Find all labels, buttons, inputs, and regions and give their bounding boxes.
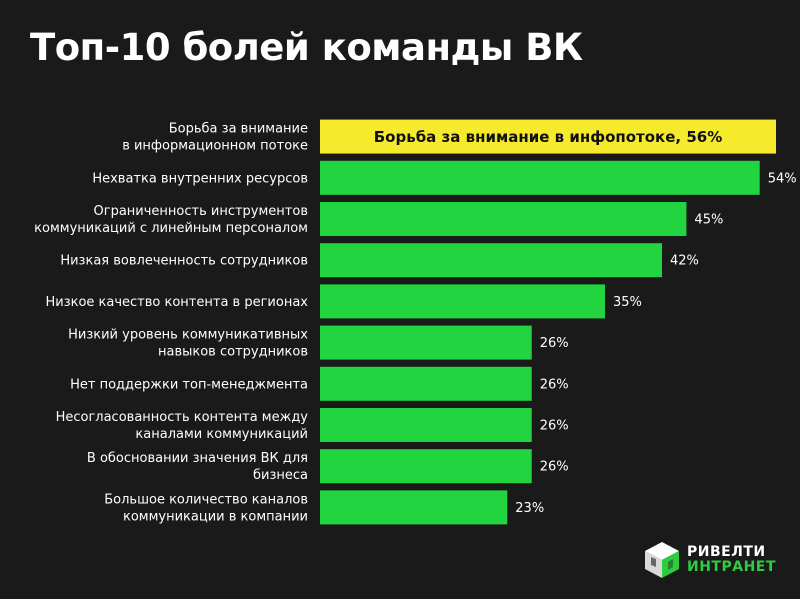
cube-logo-icon bbox=[645, 542, 679, 578]
bar-10 bbox=[320, 490, 508, 525]
brand-logo: РИВЕЛТИ ИНТРАНЕТ bbox=[643, 540, 776, 580]
bar-9 bbox=[320, 449, 532, 484]
category-label-10: Большое количество каналов коммуникации в… bbox=[104, 492, 308, 524]
category-label-2: Нехватка внутренних ресурсов bbox=[92, 171, 308, 186]
data-label-7: 26% bbox=[540, 377, 569, 392]
bar-3 bbox=[320, 202, 687, 236]
bar-6 bbox=[320, 325, 532, 360]
category-label-1: Борьба за внимание в информационном поток… bbox=[122, 122, 308, 154]
category-label-8: Несогласованность контента между каналами… bbox=[56, 410, 309, 442]
bar-7 bbox=[320, 366, 532, 401]
logo-text-line2: ИНТРАНЕТ bbox=[687, 559, 776, 575]
data-label-6: 26% bbox=[540, 336, 569, 351]
data-label-3: 45% bbox=[694, 213, 723, 228]
category-label-9: В обосновании значения ВК для бизнеса bbox=[87, 451, 308, 483]
bar-5 bbox=[320, 284, 605, 319]
bar-2 bbox=[320, 160, 760, 195]
data-label-8: 26% bbox=[540, 419, 569, 434]
logo-text-line1: РИВЕЛТИ bbox=[687, 544, 766, 560]
category-label-5: Низкое качество контента в регионах bbox=[45, 295, 308, 310]
category-label-7: Нет поддержки топ-менеджмента bbox=[70, 377, 308, 392]
data-label-2: 54% bbox=[768, 171, 797, 186]
category-label-4: Низкая вовлеченность сотрудников bbox=[60, 254, 308, 269]
page-title: Топ-10 болей команды ВК bbox=[30, 26, 583, 69]
category-label-3: Ограниченность инструментов коммуникаций … bbox=[34, 204, 308, 236]
data-label-4: 42% bbox=[670, 254, 699, 269]
category-label-6: Низкий уровень коммуникативных навыков со… bbox=[68, 328, 308, 360]
highlight-bar bbox=[320, 119, 776, 154]
data-label-10: 23% bbox=[515, 501, 544, 516]
bar-4 bbox=[320, 243, 662, 278]
bar-8 bbox=[320, 408, 532, 442]
data-label-9: 26% bbox=[540, 460, 569, 475]
data-label-5: 35% bbox=[613, 295, 642, 310]
data-label-1: Борьба за внимание в инфопотоке, 56% bbox=[374, 128, 722, 146]
